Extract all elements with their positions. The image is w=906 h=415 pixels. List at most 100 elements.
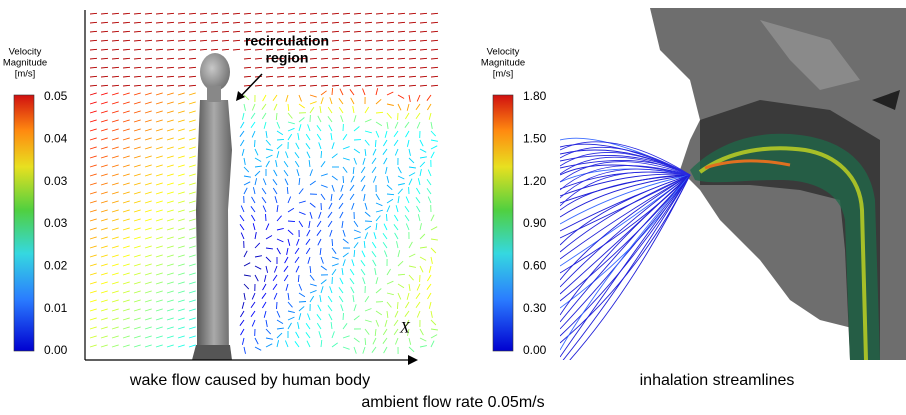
vector-arrow bbox=[298, 103, 305, 109]
vector-arrow bbox=[144, 92, 152, 96]
vector-arrow bbox=[188, 21, 197, 24]
vector-arrow bbox=[342, 259, 346, 267]
vector-arrow bbox=[166, 272, 174, 276]
vector-arrow bbox=[155, 191, 163, 195]
vector-arrow bbox=[341, 268, 344, 276]
vector-arrow bbox=[100, 209, 108, 213]
vector-arrow bbox=[144, 57, 153, 60]
vector-arrow bbox=[294, 160, 300, 168]
vector-arrow bbox=[416, 310, 421, 318]
vector-arrow bbox=[305, 322, 311, 330]
vector-arrow bbox=[243, 262, 251, 267]
vector-arrow bbox=[199, 21, 208, 24]
vector-arrow bbox=[309, 202, 316, 208]
vector-arrow bbox=[144, 119, 152, 123]
vector-arrow bbox=[166, 164, 174, 168]
vector-arrow bbox=[331, 342, 338, 348]
colorbar-tick-label: 0.02 bbox=[44, 259, 68, 273]
figure-caption: ambient flow rate 0.05m/s bbox=[361, 394, 544, 411]
vector-arrow bbox=[177, 128, 185, 132]
vector-arrow bbox=[177, 263, 185, 267]
vector-arrow bbox=[362, 157, 366, 165]
vector-arrow bbox=[261, 112, 267, 120]
vector-arrow bbox=[265, 21, 274, 24]
vector-arrow bbox=[133, 84, 142, 87]
vector-arrow bbox=[89, 39, 98, 42]
vector-arrow bbox=[254, 84, 263, 87]
vector-arrow bbox=[306, 229, 311, 237]
vector-arrow bbox=[342, 84, 351, 87]
vector-arrow bbox=[330, 193, 333, 201]
vector-arrow bbox=[284, 256, 289, 264]
vector-arrow bbox=[408, 166, 416, 169]
vector-arrow bbox=[397, 12, 406, 15]
vector-arrow bbox=[243, 250, 248, 258]
vector-arrow bbox=[272, 94, 278, 101]
vector-arrow bbox=[287, 103, 290, 112]
vector-arrow bbox=[144, 101, 152, 105]
vector-arrow bbox=[100, 218, 108, 222]
vector-arrow bbox=[177, 119, 185, 123]
vector-arrow bbox=[405, 196, 410, 204]
vector-arrow bbox=[265, 337, 273, 340]
streamline bbox=[560, 174, 691, 358]
vector-arrow bbox=[272, 179, 278, 186]
vector-arrow bbox=[144, 84, 153, 87]
vector-arrow bbox=[351, 259, 355, 267]
streamline bbox=[560, 174, 691, 260]
vector-arrow bbox=[327, 220, 333, 228]
vector-arrow bbox=[385, 213, 388, 222]
vector-arrow bbox=[155, 254, 163, 258]
colorbar-tick-label: 1.20 bbox=[523, 174, 547, 188]
vector-arrow bbox=[243, 166, 250, 173]
vector-arrow bbox=[188, 128, 196, 132]
vector-arrow bbox=[353, 236, 361, 240]
vector-arrow bbox=[375, 39, 384, 42]
vector-arrow bbox=[122, 308, 130, 312]
vector-arrow bbox=[111, 209, 119, 213]
vector-arrow bbox=[371, 166, 377, 174]
vector-arrow bbox=[188, 200, 196, 204]
vector-arrow bbox=[430, 238, 438, 241]
vector-arrow bbox=[352, 106, 355, 114]
vector-arrow bbox=[111, 48, 120, 51]
vector-arrow bbox=[393, 319, 399, 326]
vector-arrow bbox=[155, 173, 163, 177]
vector-arrow bbox=[155, 92, 163, 96]
vector-arrow bbox=[294, 256, 300, 263]
vector-arrow bbox=[89, 272, 97, 276]
vector-arrow bbox=[285, 151, 289, 159]
vector-arrow bbox=[384, 130, 388, 138]
vector-arrow bbox=[298, 48, 307, 51]
vector-arrow bbox=[331, 75, 340, 78]
streamline bbox=[560, 168, 691, 199]
vector-arrow bbox=[144, 66, 153, 69]
vector-arrow bbox=[252, 223, 256, 231]
vector-arrow bbox=[408, 12, 417, 15]
vector-arrow bbox=[364, 21, 373, 24]
vector-arrow bbox=[254, 12, 263, 15]
vector-arrow bbox=[408, 172, 416, 177]
annotation: recirculation bbox=[245, 33, 329, 49]
vector-arrow bbox=[316, 322, 322, 330]
vector-arrow bbox=[177, 12, 186, 15]
vector-arrow bbox=[133, 308, 141, 312]
vector-arrow bbox=[276, 319, 284, 324]
vector-arrow bbox=[144, 128, 152, 132]
vector-arrow bbox=[319, 247, 322, 255]
vector-arrow bbox=[239, 319, 245, 326]
vector-arrow bbox=[232, 48, 241, 51]
vector-arrow bbox=[111, 218, 119, 222]
vector-arrow bbox=[177, 272, 185, 276]
vector-arrow bbox=[276, 39, 285, 42]
streamline bbox=[560, 174, 691, 316]
colorbar-tick-label: 0.00 bbox=[44, 343, 68, 357]
colorbar-tick-label: 0.90 bbox=[523, 216, 547, 230]
vector-arrow bbox=[239, 223, 245, 231]
vector-arrow bbox=[319, 295, 322, 303]
vector-arrow bbox=[111, 39, 120, 42]
vector-arrow bbox=[155, 146, 163, 150]
vector-arrow bbox=[430, 130, 437, 137]
vector-arrow bbox=[144, 182, 152, 186]
